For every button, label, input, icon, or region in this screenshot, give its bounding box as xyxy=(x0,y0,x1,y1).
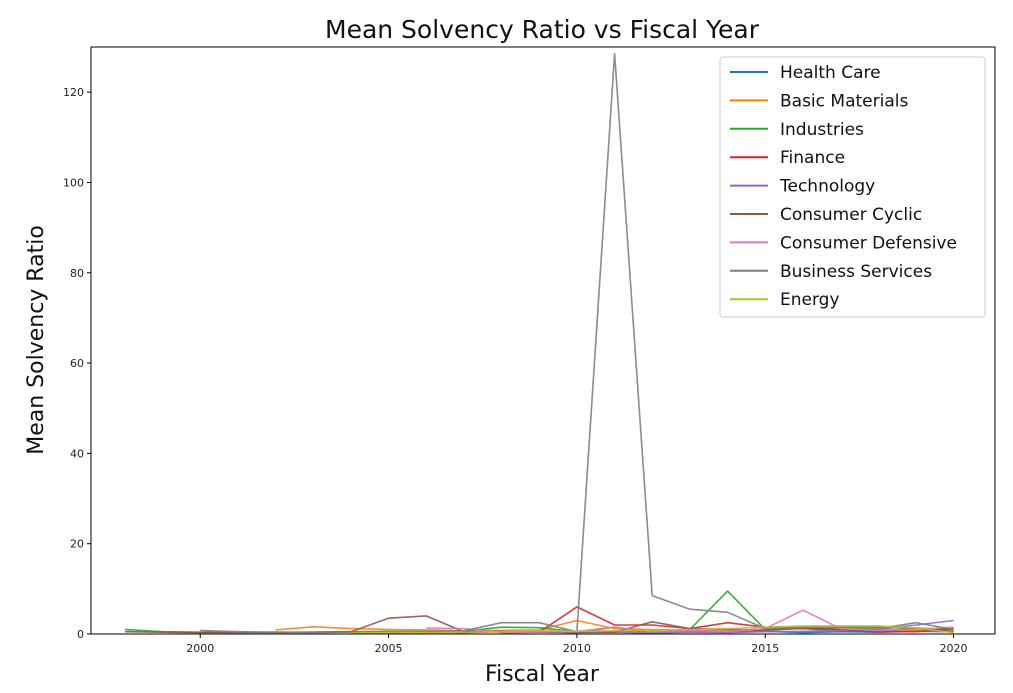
legend-label: Industries xyxy=(780,120,864,140)
legend-frame xyxy=(719,56,986,318)
legend-label: Energy xyxy=(780,290,840,310)
x-tick-label: 2015 xyxy=(751,642,779,655)
chart-title: Mean Solvency Ratio vs Fiscal Year xyxy=(325,15,760,44)
y-tick-label: 40 xyxy=(70,447,84,460)
y-tick-label: 60 xyxy=(70,357,84,370)
legend-label: Business Services xyxy=(780,262,932,282)
x-tick-label: 2010 xyxy=(563,642,591,655)
series-line-energy xyxy=(350,625,954,634)
y-tick-label: 0 xyxy=(77,628,84,641)
legend: Health Care Basic Materials Industries Fina… xyxy=(719,56,986,318)
series-line-finance xyxy=(501,606,954,634)
legend-label: Finance xyxy=(780,148,845,168)
plot-frame xyxy=(90,46,996,635)
y-axis: 0 20 40 60 80 100 120 xyxy=(63,86,91,641)
legend-label: Consumer Cyclic xyxy=(780,205,922,225)
x-axis: 2000 2005 2010 2015 2020 xyxy=(186,634,968,655)
y-tick-label: 120 xyxy=(63,86,84,99)
series-layer xyxy=(124,52,954,634)
y-tick-label: 20 xyxy=(70,538,84,551)
x-axis-label: Fiscal Year xyxy=(485,662,600,687)
legend-label: Technology xyxy=(779,177,875,197)
series-line-consumer-defensive xyxy=(426,609,954,634)
y-tick-label: 100 xyxy=(63,176,84,189)
legend-label: Consumer Defensive xyxy=(780,233,957,253)
legend-label: Basic Materials xyxy=(780,91,908,111)
y-tick-label: 80 xyxy=(70,267,84,280)
x-tick-label: 2020 xyxy=(940,642,968,655)
y-axis-label: Mean Solvency Ratio xyxy=(24,225,49,455)
x-tick-label: 2000 xyxy=(186,642,214,655)
x-tick-label: 2005 xyxy=(375,642,403,655)
legend-label: Health Care xyxy=(780,63,881,83)
